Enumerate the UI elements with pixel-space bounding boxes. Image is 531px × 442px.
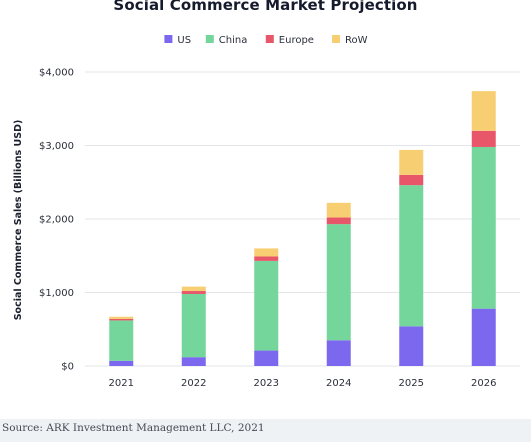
y-tick-label: $2,000 xyxy=(39,215,74,226)
y-tick-label: $1,000 xyxy=(39,288,74,299)
bar-2025-china xyxy=(399,185,424,327)
x-tick-label: 2022 xyxy=(181,378,206,389)
bar-2021-china xyxy=(109,320,134,361)
bar-2023-row xyxy=(254,248,279,257)
bar-2024-us xyxy=(326,340,351,366)
x-tick-label: 2025 xyxy=(399,378,424,389)
legend-swatch-china xyxy=(205,35,214,43)
bar-2026-us xyxy=(471,308,496,366)
x-tick-label: 2023 xyxy=(254,378,279,389)
stacked-bar-chart: $0 $1,000 $2,000 $3,000 $4,000 Social Commerc… xyxy=(13,35,520,389)
source-text: Source: ARK Investment Management LLC, 2… xyxy=(2,422,265,434)
bar-2026-row xyxy=(471,91,496,131)
legend-label-us: US xyxy=(177,35,191,46)
chart-panel: Social Commerce Market Projection $0 $1,0… xyxy=(13,0,520,389)
bar-2024-europe xyxy=(326,217,351,225)
bar-2024-china xyxy=(326,224,351,341)
legend-swatch-row xyxy=(332,35,340,43)
bar-2025-europe xyxy=(399,174,424,186)
bar-2023-china xyxy=(254,260,279,351)
bar-2024-row xyxy=(326,202,351,218)
source-footer: Source: ARK Investment Management LLC, 2… xyxy=(0,419,531,442)
legend-label-china: China xyxy=(219,35,248,46)
bar-2026-china xyxy=(471,146,496,309)
bar-2025-us xyxy=(399,326,424,366)
bar-2022-china xyxy=(181,293,206,358)
bar-2021-europe xyxy=(109,318,134,321)
bar-2022-europe xyxy=(181,291,206,294)
bar-2021-row xyxy=(109,316,134,319)
y-tick-label: $0 xyxy=(61,362,74,373)
bar-2026-europe xyxy=(471,130,496,147)
x-tick-label: 2021 xyxy=(109,378,134,389)
bar-2025-row xyxy=(399,149,424,175)
y-tick-label: $3,000 xyxy=(39,141,74,152)
bar-2022-us xyxy=(181,357,206,366)
bar-2021-us xyxy=(109,360,134,366)
chart-title: Social Commerce Market Projection xyxy=(113,0,418,14)
x-tick-label: 2026 xyxy=(471,378,496,389)
y-axis-title: Social Commerce Sales (Billions USD) xyxy=(13,120,24,321)
legend-label-europe: Europe xyxy=(279,35,314,46)
x-tick-label: 2024 xyxy=(326,378,351,389)
legend-label-row: RoW xyxy=(345,35,368,46)
legend-swatch-us xyxy=(164,35,173,43)
bar-2023-us xyxy=(254,350,279,366)
bar-2022-row xyxy=(181,286,206,292)
bar-2023-europe xyxy=(254,256,279,261)
y-tick-label: $4,000 xyxy=(39,68,74,79)
legend-swatch-europe xyxy=(265,35,274,43)
